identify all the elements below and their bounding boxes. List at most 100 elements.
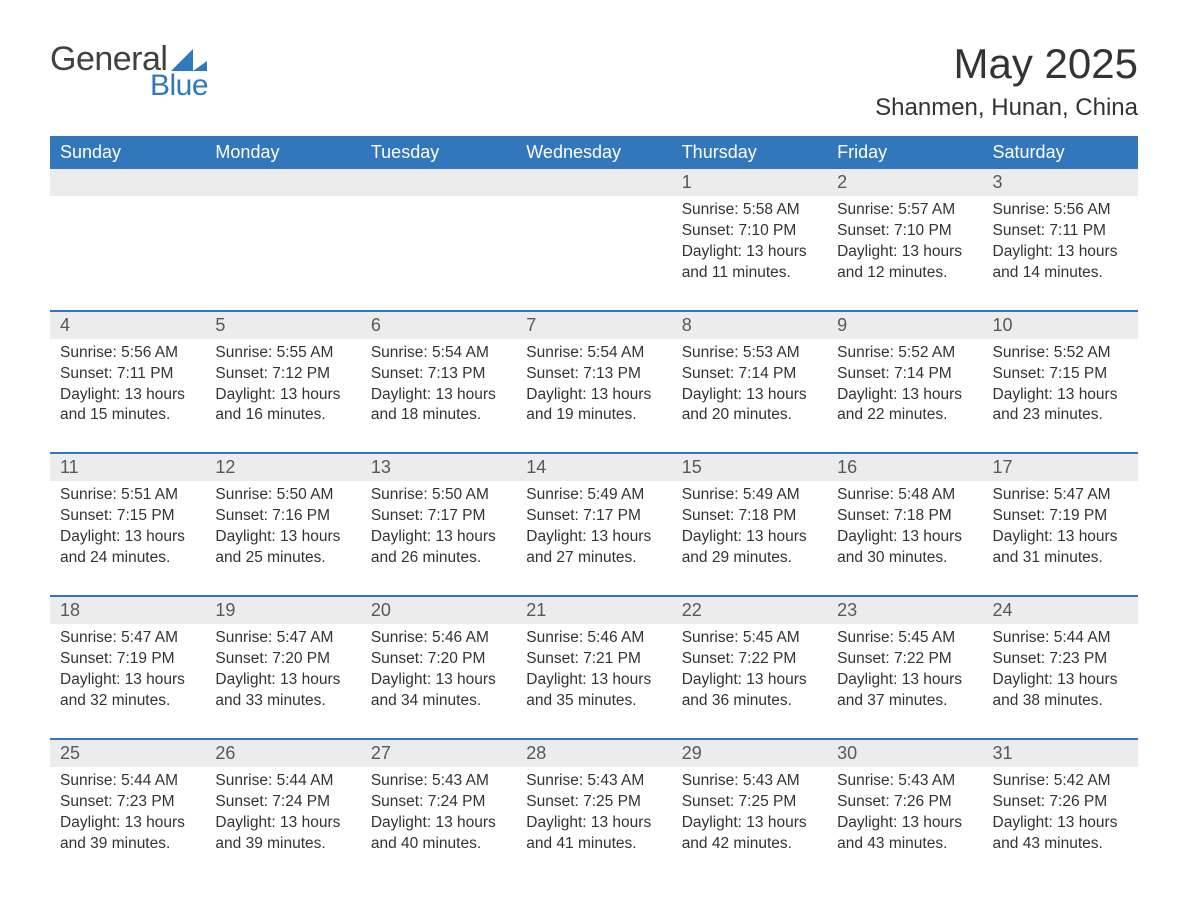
calendar-body: 1Sunrise: 5:58 AMSunset: 7:10 PMDaylight… <box>50 169 1138 880</box>
day-number: 17 <box>983 454 1138 481</box>
day-content: Sunrise: 5:54 AMSunset: 7:13 PMDaylight:… <box>516 339 671 453</box>
weekday-header: Friday <box>827 136 982 169</box>
day-number <box>205 169 360 196</box>
sunrise-text: Sunrise: 5:43 AM <box>682 771 817 792</box>
weekday-header-row: Sunday Monday Tuesday Wednesday Thursday… <box>50 136 1138 169</box>
day-number: 4 <box>50 312 205 339</box>
daylight-text: Daylight: 13 hours and 14 minutes. <box>993 242 1128 284</box>
day-content: Sunrise: 5:49 AMSunset: 7:17 PMDaylight:… <box>516 481 671 595</box>
daylight-text: Daylight: 13 hours and 31 minutes. <box>993 527 1128 569</box>
day-number: 10 <box>983 312 1138 339</box>
sunset-text: Sunset: 7:20 PM <box>371 649 506 670</box>
brand-mark-icon <box>171 49 207 71</box>
daylight-text: Daylight: 13 hours and 15 minutes. <box>60 385 195 427</box>
sunset-text: Sunset: 7:11 PM <box>60 364 195 385</box>
day-number: 30 <box>827 740 982 767</box>
day-number: 24 <box>983 597 1138 624</box>
weekday-header: Thursday <box>672 136 827 169</box>
sunset-text: Sunset: 7:14 PM <box>682 364 817 385</box>
calendar-cell: 31Sunrise: 5:42 AMSunset: 7:26 PMDayligh… <box>983 739 1138 881</box>
day-content: Sunrise: 5:49 AMSunset: 7:18 PMDaylight:… <box>672 481 827 595</box>
sunset-text: Sunset: 7:22 PM <box>682 649 817 670</box>
daylight-text: Daylight: 13 hours and 35 minutes. <box>526 670 661 712</box>
day-number: 9 <box>827 312 982 339</box>
sunset-text: Sunset: 7:10 PM <box>682 221 817 242</box>
day-content: Sunrise: 5:54 AMSunset: 7:13 PMDaylight:… <box>361 339 516 453</box>
month-title: May 2025 <box>875 40 1138 88</box>
calendar-cell: 20Sunrise: 5:46 AMSunset: 7:20 PMDayligh… <box>361 596 516 739</box>
calendar-table: Sunday Monday Tuesday Wednesday Thursday… <box>50 136 1138 880</box>
day-number: 23 <box>827 597 982 624</box>
calendar-cell: 17Sunrise: 5:47 AMSunset: 7:19 PMDayligh… <box>983 453 1138 596</box>
calendar-cell: 5Sunrise: 5:55 AMSunset: 7:12 PMDaylight… <box>205 311 360 454</box>
sunset-text: Sunset: 7:17 PM <box>371 506 506 527</box>
daylight-text: Daylight: 13 hours and 18 minutes. <box>371 385 506 427</box>
calendar-week-row: 25Sunrise: 5:44 AMSunset: 7:23 PMDayligh… <box>50 739 1138 881</box>
calendar-cell: 10Sunrise: 5:52 AMSunset: 7:15 PMDayligh… <box>983 311 1138 454</box>
day-number: 27 <box>361 740 516 767</box>
sunrise-text: Sunrise: 5:52 AM <box>993 343 1128 364</box>
daylight-text: Daylight: 13 hours and 38 minutes. <box>993 670 1128 712</box>
calendar-cell: 1Sunrise: 5:58 AMSunset: 7:10 PMDaylight… <box>672 169 827 311</box>
weekday-header: Wednesday <box>516 136 671 169</box>
sunrise-text: Sunrise: 5:45 AM <box>837 628 972 649</box>
day-number: 1 <box>672 169 827 196</box>
day-content: Sunrise: 5:48 AMSunset: 7:18 PMDaylight:… <box>827 481 982 595</box>
brand-logo: General Blue <box>50 40 208 103</box>
day-number: 16 <box>827 454 982 481</box>
calendar-cell <box>516 169 671 311</box>
daylight-text: Daylight: 13 hours and 11 minutes. <box>682 242 817 284</box>
calendar-cell: 21Sunrise: 5:46 AMSunset: 7:21 PMDayligh… <box>516 596 671 739</box>
day-content: Sunrise: 5:44 AMSunset: 7:23 PMDaylight:… <box>983 624 1138 738</box>
title-block: May 2025 Shanmen, Hunan, China <box>875 40 1138 122</box>
daylight-text: Daylight: 13 hours and 39 minutes. <box>60 813 195 855</box>
daylight-text: Daylight: 13 hours and 42 minutes. <box>682 813 817 855</box>
sunrise-text: Sunrise: 5:47 AM <box>993 485 1128 506</box>
sunrise-text: Sunrise: 5:47 AM <box>60 628 195 649</box>
sunrise-text: Sunrise: 5:56 AM <box>60 343 195 364</box>
sunrise-text: Sunrise: 5:50 AM <box>371 485 506 506</box>
daylight-text: Daylight: 13 hours and 25 minutes. <box>215 527 350 569</box>
calendar-cell: 19Sunrise: 5:47 AMSunset: 7:20 PMDayligh… <box>205 596 360 739</box>
sunrise-text: Sunrise: 5:54 AM <box>371 343 506 364</box>
calendar-cell: 28Sunrise: 5:43 AMSunset: 7:25 PMDayligh… <box>516 739 671 881</box>
daylight-text: Daylight: 13 hours and 43 minutes. <box>837 813 972 855</box>
day-number: 13 <box>361 454 516 481</box>
calendar-cell: 3Sunrise: 5:56 AMSunset: 7:11 PMDaylight… <box>983 169 1138 311</box>
sunset-text: Sunset: 7:14 PM <box>837 364 972 385</box>
day-content: Sunrise: 5:43 AMSunset: 7:25 PMDaylight:… <box>516 767 671 881</box>
day-number: 15 <box>672 454 827 481</box>
day-content: Sunrise: 5:46 AMSunset: 7:21 PMDaylight:… <box>516 624 671 738</box>
day-content: Sunrise: 5:47 AMSunset: 7:19 PMDaylight:… <box>983 481 1138 595</box>
day-content: Sunrise: 5:58 AMSunset: 7:10 PMDaylight:… <box>672 196 827 310</box>
weekday-header: Saturday <box>983 136 1138 169</box>
daylight-text: Daylight: 13 hours and 40 minutes. <box>371 813 506 855</box>
sunset-text: Sunset: 7:25 PM <box>526 792 661 813</box>
sunrise-text: Sunrise: 5:50 AM <box>215 485 350 506</box>
weekday-header: Monday <box>205 136 360 169</box>
day-content: Sunrise: 5:44 AMSunset: 7:24 PMDaylight:… <box>205 767 360 881</box>
day-number: 18 <box>50 597 205 624</box>
sunset-text: Sunset: 7:13 PM <box>526 364 661 385</box>
sunset-text: Sunset: 7:10 PM <box>837 221 972 242</box>
weekday-header: Sunday <box>50 136 205 169</box>
sunset-text: Sunset: 7:26 PM <box>993 792 1128 813</box>
sunset-text: Sunset: 7:18 PM <box>837 506 972 527</box>
sunrise-text: Sunrise: 5:51 AM <box>60 485 195 506</box>
calendar-cell: 7Sunrise: 5:54 AMSunset: 7:13 PMDaylight… <box>516 311 671 454</box>
sunrise-text: Sunrise: 5:55 AM <box>215 343 350 364</box>
sunset-text: Sunset: 7:24 PM <box>371 792 506 813</box>
sunset-text: Sunset: 7:24 PM <box>215 792 350 813</box>
calendar-cell: 23Sunrise: 5:45 AMSunset: 7:22 PMDayligh… <box>827 596 982 739</box>
day-content <box>205 196 360 306</box>
daylight-text: Daylight: 13 hours and 33 minutes. <box>215 670 350 712</box>
day-number: 28 <box>516 740 671 767</box>
location-label: Shanmen, Hunan, China <box>875 94 1138 122</box>
day-content: Sunrise: 5:56 AMSunset: 7:11 PMDaylight:… <box>50 339 205 453</box>
brand-word2: Blue <box>150 69 208 103</box>
sunrise-text: Sunrise: 5:48 AM <box>837 485 972 506</box>
sunrise-text: Sunrise: 5:57 AM <box>837 200 972 221</box>
sunset-text: Sunset: 7:13 PM <box>371 364 506 385</box>
day-number: 21 <box>516 597 671 624</box>
calendar-week-row: 1Sunrise: 5:58 AMSunset: 7:10 PMDaylight… <box>50 169 1138 311</box>
